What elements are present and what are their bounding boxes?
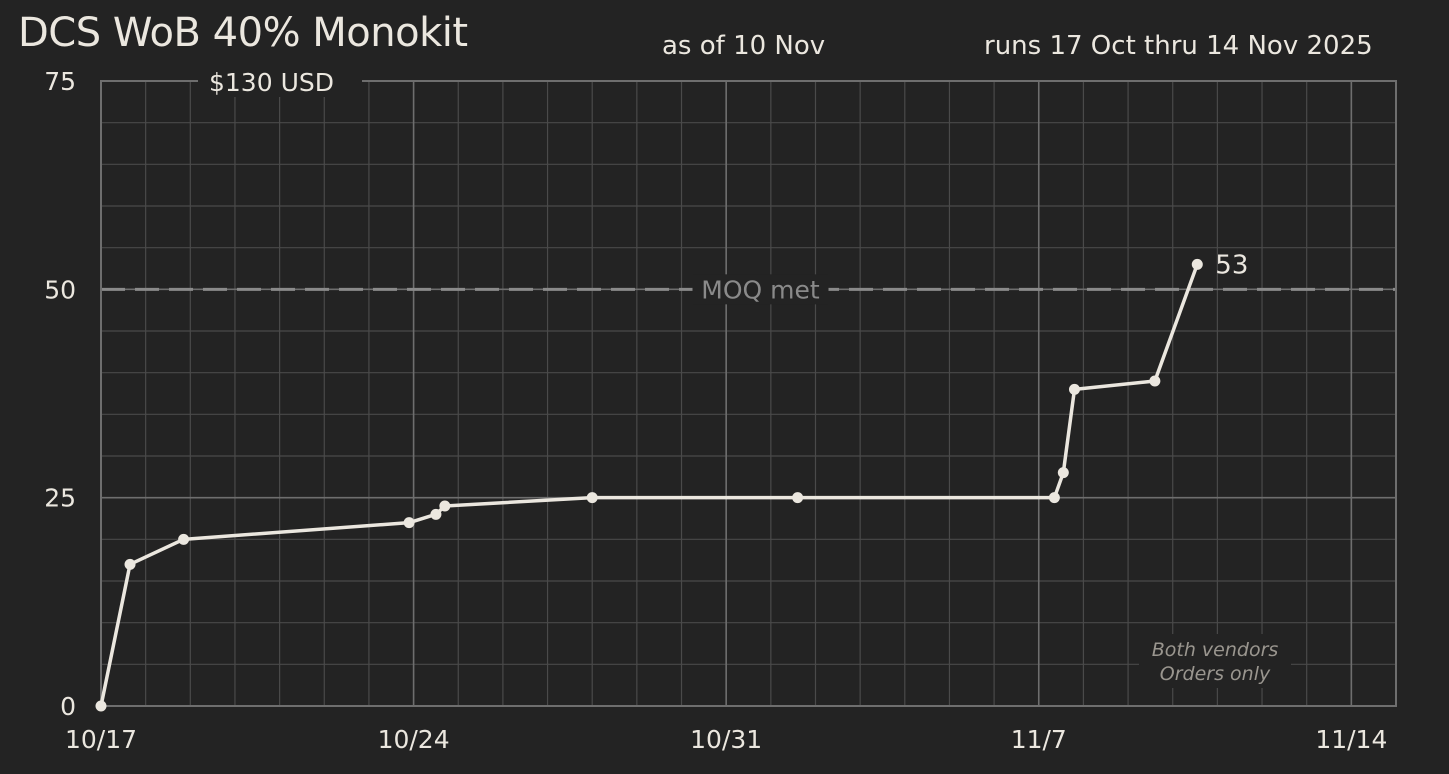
threshold-label-bg: [692, 274, 829, 305]
data-point: [1057, 467, 1069, 479]
y-tick-label: 50: [44, 275, 76, 304]
data-point: [95, 700, 107, 712]
data-point: [792, 492, 804, 504]
data-point: [439, 500, 451, 512]
y-tick-label: 0: [60, 692, 76, 721]
x-tick-label: 10/24: [378, 725, 450, 754]
run-period: runs 17 Oct thru 14 Nov 2025: [984, 31, 1373, 61]
data-point: [1191, 258, 1203, 270]
x-tick-label: 11/14: [1315, 725, 1387, 754]
price-label: $130 USD: [209, 68, 334, 97]
data-point: [430, 508, 442, 520]
data-point: [1068, 383, 1080, 395]
annotation-line: Both vendors: [1152, 639, 1279, 661]
x-tick-label: 11/7: [1011, 725, 1067, 754]
y-tick-label: 75: [44, 67, 76, 96]
series-orders: 53: [95, 250, 1248, 712]
y-axis-ticks: 0 25 50 75: [44, 67, 76, 721]
price-label-bg: [198, 65, 362, 97]
data-point: [178, 533, 190, 545]
annotation-bg: [1139, 634, 1291, 688]
data-point: [403, 517, 415, 529]
moq-threshold: MOQ met: [101, 274, 1396, 305]
data-point: [124, 558, 136, 570]
threshold-label: MOQ met: [701, 275, 820, 304]
major-gridlines: [100, 80, 1396, 707]
plot-border: [100, 80, 1397, 707]
x-tick-label: 10/31: [690, 725, 762, 754]
annotation-line: Orders only: [1160, 663, 1271, 685]
y-tick-label: 25: [44, 484, 76, 513]
x-axis-ticks: 10/17 10/24 10/31 11/7 11/14: [65, 725, 1387, 754]
end-value-label: 53: [1215, 250, 1248, 280]
data-point: [1048, 492, 1060, 504]
plot-frame: $130 USD: [100, 65, 1397, 707]
minor-gridlines: [100, 80, 1397, 707]
x-tick-label: 10/17: [65, 725, 137, 754]
as-of-date: as of 10 Nov: [662, 31, 826, 61]
data-point: [586, 492, 598, 504]
data-point: [1149, 375, 1161, 387]
chart-title: DCS WoB 40% Monokit: [18, 10, 468, 56]
